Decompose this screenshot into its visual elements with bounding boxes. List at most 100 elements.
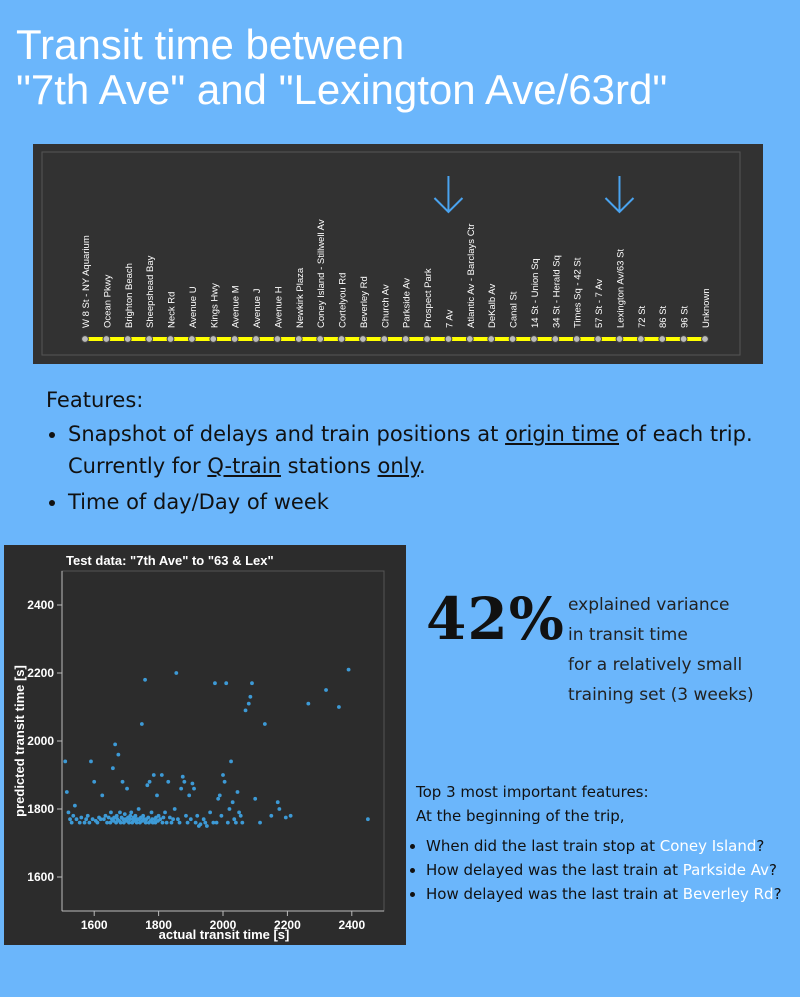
station-label: Brighton Beach [124,263,135,328]
data-point [211,820,216,825]
data-point [89,759,93,764]
data-point [208,810,213,815]
station-label: Avenue M [231,285,242,328]
station-stop [572,335,581,343]
data-point [221,773,225,777]
data-point [79,815,84,820]
feature-text: Snapshot of delays and train positions a… [68,422,506,446]
variance-line: for a relatively small [568,655,743,675]
data-point [288,813,293,818]
data-point [169,820,174,825]
top-features-list: When did the last train stop at Coney Is… [410,834,782,906]
data-point [143,820,148,825]
variance-description: explained variance in transit time for a… [568,590,754,710]
data-point [95,820,100,825]
data-point [161,815,166,820]
data-point [145,783,150,788]
data-point [235,790,240,794]
features-heading: Features: [46,388,144,412]
variance-line: explained variance [568,595,730,615]
data-point [127,817,132,822]
data-point [238,813,243,818]
data-point [184,813,188,818]
station-stop [530,335,538,343]
data-point [283,815,288,820]
feature-time-of-day: Time of day/Day of week [68,486,766,518]
data-point [237,810,242,815]
data-point [222,779,227,784]
data-point [250,681,254,686]
data-point [105,820,109,825]
station-label: Coney Island - Stillwell Av [316,219,327,328]
data-point [109,810,113,815]
data-point [101,817,106,822]
data-point [64,790,69,794]
station-label: Sheepshead Bay [145,255,156,328]
station-highlight: Beverley Rd [682,885,774,903]
top-features-heading: Top 3 most important features: [416,783,649,801]
destination-arrow-icon [604,176,635,214]
data-point [233,820,238,825]
data-point [262,722,267,726]
data-point [74,817,79,822]
data-point [182,779,187,784]
origin-arrow-icon [433,176,464,214]
data-point [122,812,127,816]
data-point [180,774,185,779]
data-point [166,779,171,784]
data-point [143,677,147,682]
station-stop [166,335,175,343]
data-point [164,820,169,825]
station-label: Avenue J [252,288,263,328]
data-point [151,773,156,777]
station-stop [658,335,667,343]
data-point [346,667,351,672]
chart-background [4,545,406,945]
q-train-term: Q-train [207,454,281,478]
data-point [120,779,125,784]
y-tick-label: 1600 [27,870,54,884]
y-tick-label: 2200 [27,666,54,680]
data-point [156,813,161,818]
data-point [198,822,203,827]
station-stop [401,335,410,343]
data-point [71,813,76,818]
data-point [213,681,217,686]
data-point [224,681,229,686]
data-point [174,671,179,675]
data-point [246,701,251,706]
data-point [225,820,230,825]
station-label: Lexington Av/63 St [615,249,626,328]
station-stop [273,335,282,343]
data-point [146,815,151,820]
station-label: 34 St - Herald Sq [551,255,562,328]
station-stop [252,335,260,343]
data-point [366,817,370,822]
station-label: Kings Hwy [209,283,220,328]
data-point [90,817,95,822]
top-feature-text: How delayed was the last train at [426,885,683,903]
data-point [118,810,122,815]
x-tick-label: 1600 [81,918,108,932]
variance-percent: 42% [426,585,565,653]
station-label: 86 St [658,305,669,328]
data-point [113,742,118,747]
station-stop [615,335,624,343]
data-point [269,813,274,818]
station-stop [380,335,389,343]
page-title: Transit time between "7th Ave" and "Lexi… [16,21,668,113]
data-point [82,820,87,825]
data-point [87,820,92,825]
data-point [100,793,105,798]
station-stop [145,335,154,343]
station-stop [187,335,196,343]
data-point [337,705,341,709]
feature-snapshot: Snapshot of delays and train positions a… [68,418,766,482]
data-point [188,817,193,822]
variance-line: in transit time [568,625,688,645]
data-point [66,810,71,815]
data-point [177,820,182,825]
data-point [128,813,133,818]
feature-text: of each trip. Currently for [68,422,753,478]
top-feature-text: ? [773,885,782,903]
